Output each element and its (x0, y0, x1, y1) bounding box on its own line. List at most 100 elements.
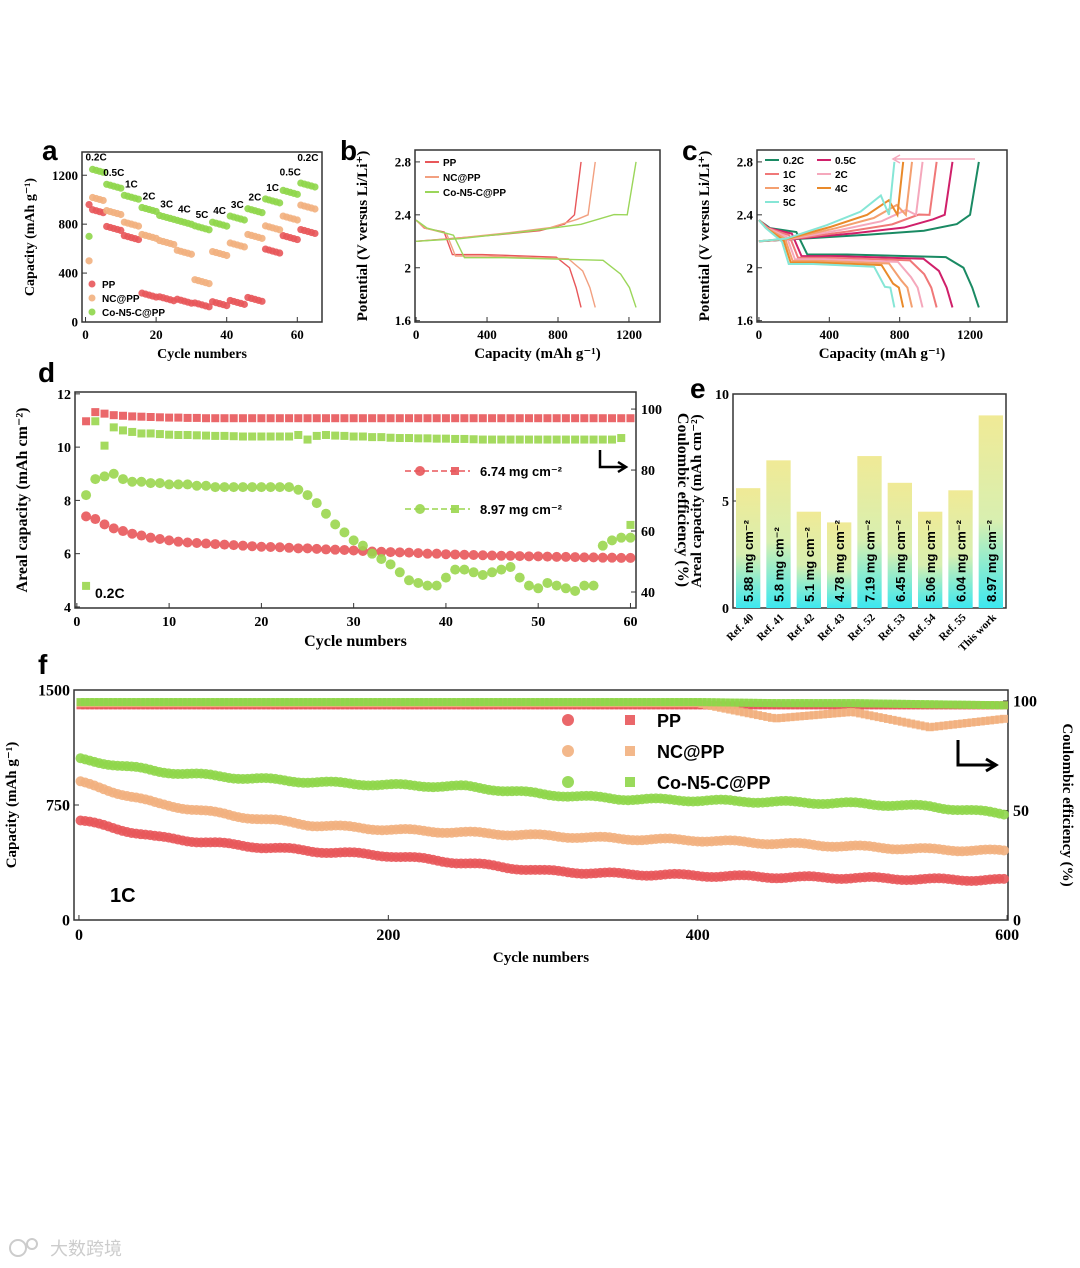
ce-point (999, 701, 1008, 710)
ce-point (626, 520, 635, 529)
ce-point (608, 435, 617, 444)
capacity-point (284, 482, 295, 493)
ce-point (856, 699, 865, 708)
panel-b: b 0 400 800 1200 1.6 2 2.4 2.8 Capacity (mAh g⁻¹)… (340, 135, 661, 362)
category-label: Ref. 54 (906, 611, 938, 643)
ce-point (327, 698, 336, 707)
ce-point (423, 414, 432, 423)
plot-frame (74, 391, 637, 609)
ce-point (164, 698, 173, 707)
legend-label: 5C (783, 198, 796, 209)
ce-point (786, 713, 795, 722)
ce-point (127, 698, 136, 707)
capacity-point (90, 474, 101, 485)
ce-point (359, 698, 368, 707)
ce-point (534, 414, 543, 423)
rate-label: 3C (231, 200, 244, 211)
bar-label: 6.04 mg cm⁻² (954, 519, 969, 602)
ce-point (303, 414, 312, 423)
ce-point (174, 413, 183, 422)
watermark-logo-icon (9, 1239, 27, 1257)
data-point (240, 216, 248, 224)
ce-point (800, 699, 809, 708)
y-tick-label: 5 (722, 495, 729, 510)
capacity-point (90, 514, 101, 525)
ce-point (294, 414, 303, 423)
ce-point (91, 408, 100, 417)
ce-point (441, 434, 450, 443)
x-tick-label: 800 (890, 327, 910, 342)
ce-point (478, 414, 487, 423)
ce-point (791, 712, 800, 721)
ce-point (610, 698, 619, 707)
ce-point (589, 435, 598, 444)
capacity-point (293, 543, 304, 554)
ce-point (76, 698, 85, 707)
capacity-point (542, 551, 553, 562)
ce-point (744, 698, 753, 707)
ce-point (995, 715, 1004, 724)
ce-point (192, 698, 201, 707)
ce-point (312, 414, 321, 423)
capacity-point (616, 552, 627, 563)
bar (918, 511, 943, 608)
y-right-tick-label: 100 (1013, 694, 1037, 711)
ce-point (744, 709, 753, 718)
y-right-axis-label: Coulombic efficiency (%) (674, 413, 691, 587)
capacity-point (523, 551, 534, 562)
capacity-point (154, 534, 165, 545)
ce-point (916, 721, 925, 730)
ce-point (220, 698, 229, 707)
ce-point (893, 716, 902, 725)
ce-point (248, 432, 257, 441)
capacity-point (330, 519, 341, 530)
ce-point (410, 698, 419, 707)
ce-point (396, 698, 405, 707)
ce-point (475, 698, 484, 707)
ce-point (870, 699, 879, 708)
ce-point (735, 698, 744, 707)
legend-marker (562, 745, 574, 757)
ce-point (995, 701, 1004, 710)
ce-point (809, 699, 818, 708)
capacity-point (330, 544, 341, 555)
ce-point (580, 414, 589, 423)
watermark: 大数跨境 (9, 1238, 122, 1260)
ce-point (897, 717, 906, 726)
ce-point (552, 414, 561, 423)
ce-point (962, 700, 971, 709)
ce-point (573, 698, 582, 707)
y-right-tick-label: 60 (641, 525, 655, 540)
capacity-point (560, 551, 571, 562)
capacity-point (117, 474, 128, 485)
x-tick-label: 20 (150, 327, 163, 342)
legend-label: NC@PP (102, 294, 140, 305)
legend-label: Co-N5-C@PP (102, 308, 165, 319)
panel-label: b (340, 135, 357, 166)
ce-point (777, 699, 786, 708)
ce-point (524, 435, 533, 444)
capacity-point (404, 575, 415, 586)
ce-point (814, 710, 823, 719)
x-tick-label: 400 (477, 327, 497, 342)
ce-point (763, 699, 772, 708)
ce-point (907, 719, 916, 728)
capacity-point (210, 539, 221, 550)
ce-point (506, 414, 515, 423)
ce-point (336, 698, 345, 707)
ce-point (526, 698, 535, 707)
x-tick-label: 0 (75, 927, 83, 944)
capacity-point (523, 580, 534, 591)
ce-point (707, 698, 716, 707)
x-tick-label: 30 (347, 615, 361, 630)
x-tick-label: 60 (291, 327, 304, 342)
ce-point (109, 423, 118, 432)
capacity-point (597, 540, 608, 551)
ce-point (795, 699, 804, 708)
y-right-tick-label: 100 (641, 403, 662, 418)
ce-point (879, 714, 888, 723)
capacity-point (431, 580, 442, 591)
capacity-point (274, 482, 285, 493)
data-point (293, 216, 301, 224)
ce-point (480, 698, 489, 707)
